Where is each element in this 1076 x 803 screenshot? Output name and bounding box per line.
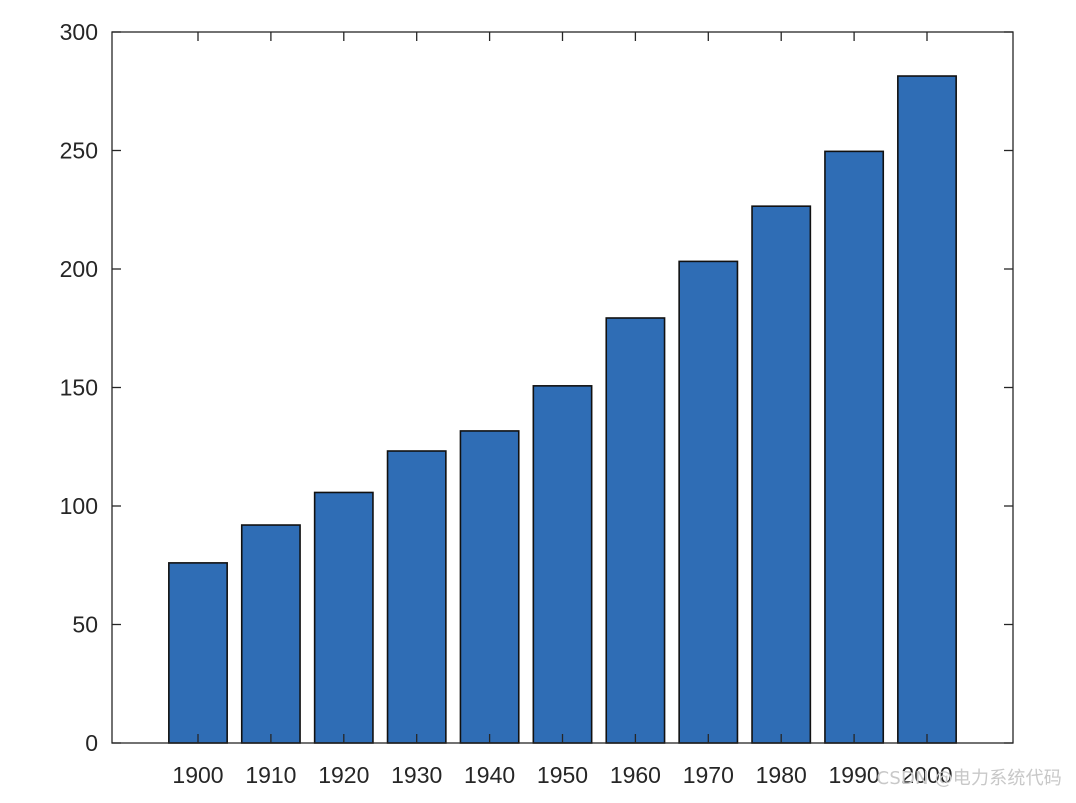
x-tick-label: 1960 [610,762,661,788]
x-tick-label: 1940 [464,762,515,788]
bar-1960 [605,317,666,744]
bar-1970 [678,260,739,744]
bar-1950 [532,385,593,744]
bar-2000 [897,75,957,744]
bar-1930 [386,450,447,744]
x-tick-label: 1930 [391,762,442,788]
y-tick-label: 50 [72,612,98,638]
x-tick-label: 1990 [829,762,880,788]
x-tick-label: 1920 [318,762,369,788]
x-tick-label: 1980 [756,762,807,788]
y-tick-label: 150 [60,375,98,401]
watermark-text: CSDN @电力系统代码 [876,768,1062,789]
bar-1990 [824,150,885,744]
x-tick-label: 1950 [537,762,588,788]
y-tick-label: 300 [60,19,98,45]
x-axis-ticks: 1900 1910 1920 1930 1940 1950 1960 1970 1980 1990… [172,32,953,788]
bar-1980 [751,205,812,744]
y-axis-ticks: 0 50 100 150 200 250 300 [60,19,1013,756]
bar-1920 [313,491,374,744]
y-tick-label: 100 [60,493,98,519]
x-tick-label: 1900 [172,762,223,788]
y-tick-label: 250 [60,138,98,164]
bar-series [168,75,957,744]
y-tick-label: 0 [85,730,98,756]
bar-1900 [168,562,228,744]
x-tick-label: 1970 [683,762,734,788]
bar-1940 [459,430,520,744]
x-tick-label: 2000 [901,762,952,788]
bar-1910 [240,524,301,744]
y-tick-label: 200 [60,256,98,282]
x-tick-label: 1910 [245,762,296,788]
